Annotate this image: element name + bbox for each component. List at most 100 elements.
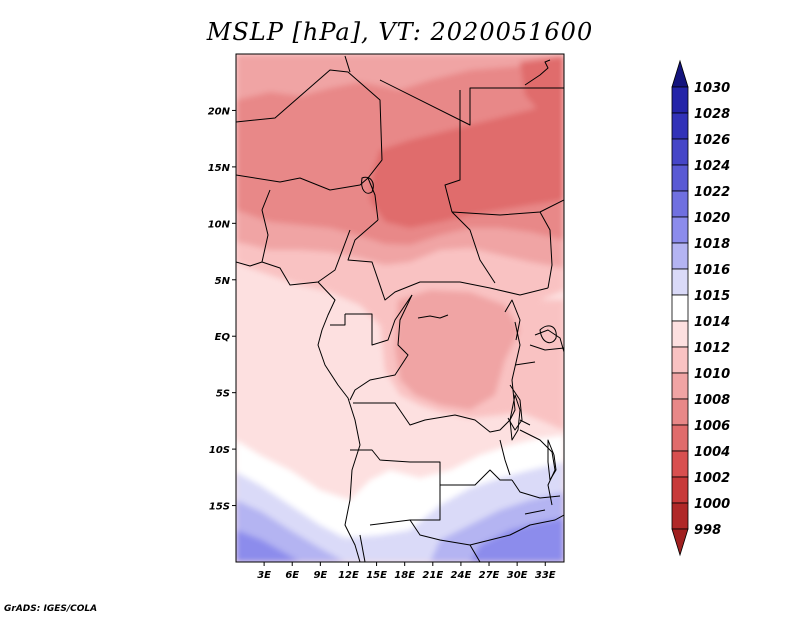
border-line bbox=[344, 55, 351, 73]
lon-tick-label: 27E bbox=[479, 570, 500, 581]
colorbar-swatch bbox=[671, 450, 689, 478]
pressure-field bbox=[236, 54, 564, 562]
colorbar-swatch bbox=[671, 372, 689, 400]
lat-tick-label: 10N bbox=[208, 219, 231, 230]
colorbar-label: 1026 bbox=[694, 133, 730, 148]
lon-tick-label: 18E bbox=[394, 570, 415, 581]
river-mark bbox=[417, 314, 449, 319]
border-line bbox=[444, 90, 461, 213]
lake-chad bbox=[361, 176, 374, 194]
lake-malawi bbox=[547, 439, 557, 481]
lake-victoria bbox=[539, 325, 557, 344]
colorbar-label: 1012 bbox=[694, 341, 730, 356]
colorbar-swatch bbox=[671, 164, 689, 192]
lon-tick-label: 21E bbox=[422, 570, 443, 581]
colorbar-label: 1024 bbox=[694, 159, 730, 174]
river-mark bbox=[524, 509, 546, 515]
field-1018 bbox=[236, 518, 564, 562]
latitude-axis: 20N 15N 10N 5N EQ 5S 10S 15S bbox=[208, 106, 236, 513]
border-line bbox=[350, 449, 512, 486]
colorbar-label: 1028 bbox=[694, 107, 730, 122]
colorbar-top-arrow bbox=[671, 59, 689, 88]
colorbar-swatch bbox=[671, 476, 689, 504]
coastline bbox=[317, 281, 361, 562]
colorbar-label: 1006 bbox=[694, 419, 730, 434]
lon-tick-label: 15E bbox=[366, 570, 387, 581]
colorbar-label: 1016 bbox=[694, 263, 730, 278]
colorbar-label: 1020 bbox=[694, 211, 730, 226]
colorbar-swatch bbox=[671, 502, 689, 530]
colorbar-swatch bbox=[671, 138, 689, 166]
lat-tick-label: 15N bbox=[208, 163, 231, 174]
map-frame bbox=[235, 53, 565, 563]
border-line bbox=[451, 199, 564, 216]
lon-tick-label: 9E bbox=[313, 570, 327, 581]
lake-tanganyika bbox=[509, 394, 521, 441]
border-line bbox=[359, 534, 366, 562]
field-1008-congo bbox=[395, 290, 520, 410]
colorbar-swatch bbox=[671, 320, 689, 348]
map-title: MSLP [hPa], VT: 2020051600 bbox=[206, 18, 594, 46]
colorbar-label: 1022 bbox=[694, 185, 730, 200]
border-line bbox=[509, 321, 521, 421]
lat-tick-label: EQ bbox=[215, 332, 231, 343]
border-line bbox=[369, 485, 441, 526]
colorbar-label: 998 bbox=[694, 523, 721, 538]
colorbar-swatch bbox=[671, 346, 689, 374]
coast-northeast bbox=[524, 59, 551, 86]
colorbar-swatch bbox=[671, 398, 689, 426]
lon-tick-label: 24E bbox=[451, 570, 472, 581]
border-line bbox=[236, 69, 383, 179]
lat-tick-label: 20N bbox=[208, 106, 231, 117]
border-line bbox=[539, 211, 553, 289]
colorbar-label: 1014 bbox=[694, 315, 730, 330]
border-line bbox=[451, 211, 496, 284]
border-line bbox=[409, 514, 564, 546]
border-line bbox=[349, 294, 413, 401]
border-line bbox=[236, 174, 379, 221]
border-line bbox=[519, 429, 556, 506]
lon-tick-label: 33E bbox=[535, 570, 556, 581]
coastline bbox=[507, 384, 523, 431]
colorbar-swatch bbox=[671, 424, 689, 452]
colorbar-label: 1002 bbox=[694, 471, 730, 486]
lat-tick-label: 5N bbox=[215, 276, 231, 287]
lon-tick-label: 3E bbox=[257, 570, 271, 581]
lon-tick-label: 6E bbox=[285, 570, 299, 581]
border-line bbox=[261, 189, 351, 286]
longitude-axis: 3E 6E 9E 12E 15E 18E 21E 24E 27E 30E 33E bbox=[257, 562, 556, 581]
border-line bbox=[514, 361, 536, 366]
colorbar-swatch bbox=[671, 216, 689, 244]
colorbar-swatch bbox=[671, 294, 689, 322]
colorbar-label: 1018 bbox=[694, 237, 730, 252]
coastline bbox=[504, 299, 521, 341]
country-borders bbox=[236, 55, 564, 562]
lat-tick-label: 5S bbox=[216, 389, 230, 400]
grads-credit: GrADS: IGES/COLA bbox=[4, 604, 98, 614]
lat-tick-label: 15S bbox=[209, 502, 230, 513]
border-line bbox=[529, 344, 564, 351]
border-line bbox=[347, 219, 549, 301]
colorbar-bottom-arrow bbox=[671, 528, 689, 557]
coastline bbox=[236, 261, 263, 267]
field-1004-northeast bbox=[520, 56, 564, 112]
lon-tick-label: 12E bbox=[338, 570, 359, 581]
colorbar-label: 1004 bbox=[694, 445, 730, 460]
colorbar-swatch bbox=[671, 268, 689, 296]
lon-tick-label: 30E bbox=[507, 570, 528, 581]
colorbar-swatch bbox=[671, 112, 689, 140]
colorbar-label: 1000 bbox=[694, 497, 730, 512]
field-1004 bbox=[370, 100, 564, 228]
colorbar: 1030 1028 1026 1024 1022 1020 1018 1016 1015 1014… bbox=[671, 59, 730, 557]
border-line bbox=[379, 79, 564, 126]
border-line bbox=[330, 314, 346, 326]
colorbar-swatch bbox=[671, 242, 689, 270]
border-line bbox=[353, 402, 511, 433]
colorbar-swatch bbox=[671, 86, 689, 114]
colorbar-label: 1008 bbox=[694, 393, 730, 408]
colorbar-swatch bbox=[671, 190, 689, 218]
border-line bbox=[345, 294, 413, 346]
colorbar-label: 1030 bbox=[694, 81, 730, 96]
colorbar-label: 1010 bbox=[694, 367, 730, 382]
